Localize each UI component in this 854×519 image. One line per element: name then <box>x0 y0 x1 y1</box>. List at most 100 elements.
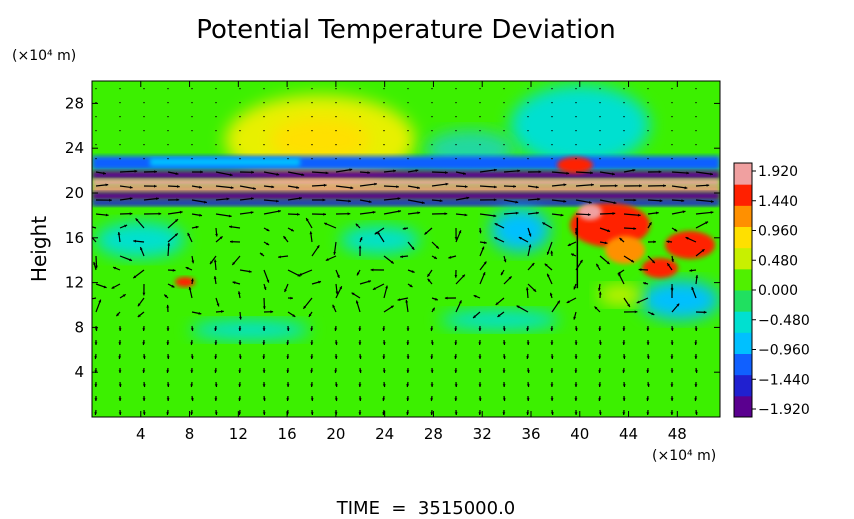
velocity-arrow-head <box>118 398 122 401</box>
velocity-arrow-head <box>618 273 622 277</box>
velocity-arrow-head <box>135 218 139 222</box>
velocity-arrow-head <box>278 209 281 213</box>
x-tick-label: 48 <box>668 425 687 443</box>
velocity-arrow-head <box>622 328 626 331</box>
velocity-arrow-head <box>550 412 554 415</box>
velocity-arrow-head <box>271 185 275 189</box>
velocity-arrow-head <box>262 398 266 401</box>
velocity-arrow-head <box>349 168 353 172</box>
velocity-arrow-head <box>191 260 195 264</box>
colorbar-tick-label: 0.480 <box>758 253 798 269</box>
velocity-arrow-head <box>238 328 242 331</box>
velocity-arrow-head <box>214 342 218 345</box>
velocity-arrow-head <box>177 185 180 188</box>
velocity-arrow-head <box>670 328 674 331</box>
velocity-arrow <box>92 297 97 300</box>
velocity-arrow-head <box>334 398 338 401</box>
velocity-arrow-head <box>336 274 340 278</box>
velocity-arrow-head <box>473 315 476 318</box>
velocity-arrow-head <box>550 384 554 387</box>
velocity-arrow-head <box>229 225 232 229</box>
x-tick-label: 24 <box>375 425 394 443</box>
velocity-arrow-head <box>515 211 519 215</box>
velocity-arrow-head <box>137 314 141 317</box>
velocity-arrow-head <box>310 356 314 359</box>
velocity-arrow-head <box>156 197 159 201</box>
velocity-arrow-head <box>142 356 146 359</box>
velocity-arrow-head <box>358 245 362 249</box>
velocity-arrow <box>695 171 713 175</box>
velocity-arrow-head <box>622 342 626 345</box>
velocity-arrow-head <box>200 170 203 174</box>
velocity-arrow <box>215 171 233 176</box>
velocity-arrow-head <box>694 384 698 387</box>
velocity-arrow-head <box>612 212 616 215</box>
x-tick-label: 28 <box>424 425 443 443</box>
velocity-arrow-head <box>483 261 487 265</box>
velocity-arrow-head <box>503 259 507 263</box>
velocity-arrow-head <box>694 342 698 345</box>
velocity-arrow-head <box>382 356 386 359</box>
velocity-arrow-head <box>348 199 351 203</box>
velocity-arrow-head <box>637 213 641 217</box>
velocity-arrow-head <box>260 252 263 256</box>
velocity-arrow-head <box>190 398 194 401</box>
velocity-arrow-head <box>502 342 506 345</box>
velocity-arrow-head <box>598 356 602 359</box>
velocity-arrow-head <box>105 213 109 217</box>
velocity-arrow-head <box>310 328 314 331</box>
velocity-arrow-head <box>310 398 314 401</box>
velocity-arrow-head <box>190 356 194 359</box>
velocity-arrow-head <box>204 200 207 204</box>
velocity-arrow-head <box>639 184 642 188</box>
colorbar-tick-label: 0.960 <box>758 224 798 240</box>
velocity-arrow-head <box>566 300 570 303</box>
velocity-arrow <box>479 213 497 217</box>
velocity-arrow-head <box>334 370 338 373</box>
velocity-arrow-head <box>560 213 564 217</box>
velocity-arrow-head <box>526 342 530 345</box>
y-axis-ticks: 4 8 12 16 20 24 28 <box>65 94 720 381</box>
velocity-arrow-head <box>526 384 530 387</box>
velocity-arrow-head <box>502 384 506 387</box>
velocity-arrow-head <box>557 300 560 304</box>
velocity-arrow-head <box>494 237 498 240</box>
velocity-arrow-head <box>118 356 122 359</box>
velocity-arrow-head <box>166 384 170 387</box>
y-tick-label: 4 <box>74 363 84 381</box>
velocity-arrow-head <box>301 173 305 176</box>
velocity-arrow-head <box>402 227 406 230</box>
velocity-arrow <box>431 183 449 187</box>
velocity-arrow-head <box>238 412 242 415</box>
velocity-arrow-head <box>367 171 371 174</box>
velocity-arrow-head <box>158 212 162 216</box>
velocity-arrow-head <box>142 398 146 401</box>
velocity-arrow <box>383 210 402 215</box>
velocity-arrow-head <box>299 272 303 276</box>
velocity-arrow-head <box>502 328 506 331</box>
velocity-arrow-head <box>310 412 314 415</box>
velocity-arrow-head <box>324 222 328 226</box>
velocity-arrow-head <box>598 412 602 415</box>
velocity-arrow-head <box>417 186 420 190</box>
velocity-arrow-head <box>574 342 578 345</box>
velocity-arrow-head <box>94 384 98 387</box>
velocity-arrow-head <box>199 213 202 217</box>
velocity-arrow-head <box>686 171 690 175</box>
velocity-arrow-head <box>230 186 234 189</box>
velocity-arrow <box>575 184 594 187</box>
velocity-arrow-head <box>262 342 266 345</box>
velocity-arrow-head <box>501 272 504 276</box>
time-readout: TIME = 3515000.0 <box>336 498 516 519</box>
velocity-arrow-head <box>482 272 486 276</box>
velocity-arrow-head <box>382 370 386 373</box>
velocity-arrow-head <box>350 186 354 190</box>
velocity-arrow-head <box>550 342 554 345</box>
velocity-arrow-head <box>502 356 506 359</box>
velocity-arrow-head <box>435 245 439 249</box>
x-tick-label: 12 <box>229 425 248 443</box>
velocity-arrow-head <box>278 255 281 259</box>
velocity-arrow-head <box>134 169 138 173</box>
colorbar-tick-label: 1.920 <box>758 164 798 180</box>
